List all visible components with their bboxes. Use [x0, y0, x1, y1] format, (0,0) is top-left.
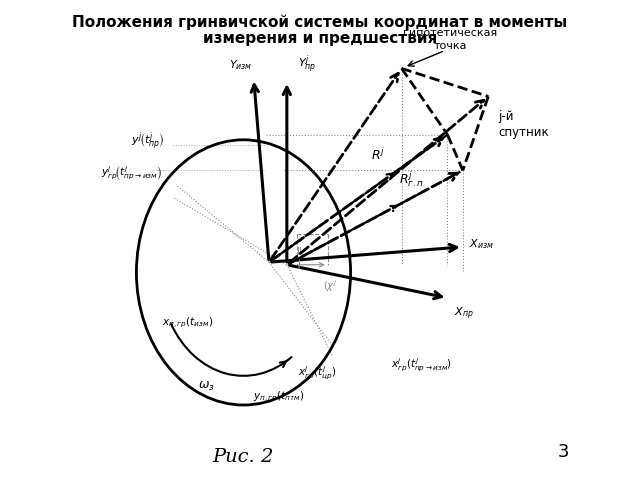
- Text: $\mathrm{II}$: $\mathrm{II}$: [296, 244, 302, 256]
- Text: $x^j_{гр}(t^j_{пр \to изм})$: $x^j_{гр}(t^j_{пр \to изм})$: [392, 357, 452, 374]
- Text: $(\chi^j$: $(\chi^j$: [323, 278, 337, 294]
- Text: $X_{пр}$: $X_{пр}$: [454, 306, 474, 322]
- Text: $\omega_з$: $\omega_з$: [198, 380, 214, 393]
- Text: 3: 3: [557, 443, 569, 461]
- Text: $x_{п,гр}(t_{изм})$: $x_{п,гр}(t_{изм})$: [162, 316, 213, 330]
- Text: j-й
спутник: j-й спутник: [499, 110, 549, 139]
- Text: $Y^j_{пр}$: $Y^j_{пр}$: [298, 54, 317, 76]
- Text: $y^j_{гр}\!\left(t^j_{пр \to изм}\right)$: $y^j_{гр}\!\left(t^j_{пр \to изм}\right)…: [100, 164, 162, 182]
- Text: Рис. 2: Рис. 2: [212, 447, 274, 466]
- Text: $y_{п,гр}(t_{птм})$: $y_{п,гр}(t_{птм})$: [253, 390, 305, 404]
- Text: $Y_{изм}$: $Y_{изм}$: [229, 59, 253, 72]
- Text: $R^j_{г.п}$: $R^j_{г.п}$: [399, 169, 424, 189]
- Text: $X_{изм}$: $X_{изм}$: [469, 238, 494, 251]
- Text: гипотетическая
точка: гипотетическая точка: [403, 28, 497, 50]
- Text: Положения гринвичской системы координат в моменты: Положения гринвичской системы координат …: [72, 14, 568, 30]
- Text: измерения и предшествия: измерения и предшествия: [203, 31, 437, 46]
- Text: $R^j$: $R^j$: [371, 147, 385, 163]
- Text: $y^j\!\left(t^j_{пр}\right)$: $y^j\!\left(t^j_{пр}\right)$: [131, 131, 165, 154]
- Text: $x^j_{гр}(t^j_{цр})$: $x^j_{гр}(t^j_{цр})$: [298, 364, 337, 382]
